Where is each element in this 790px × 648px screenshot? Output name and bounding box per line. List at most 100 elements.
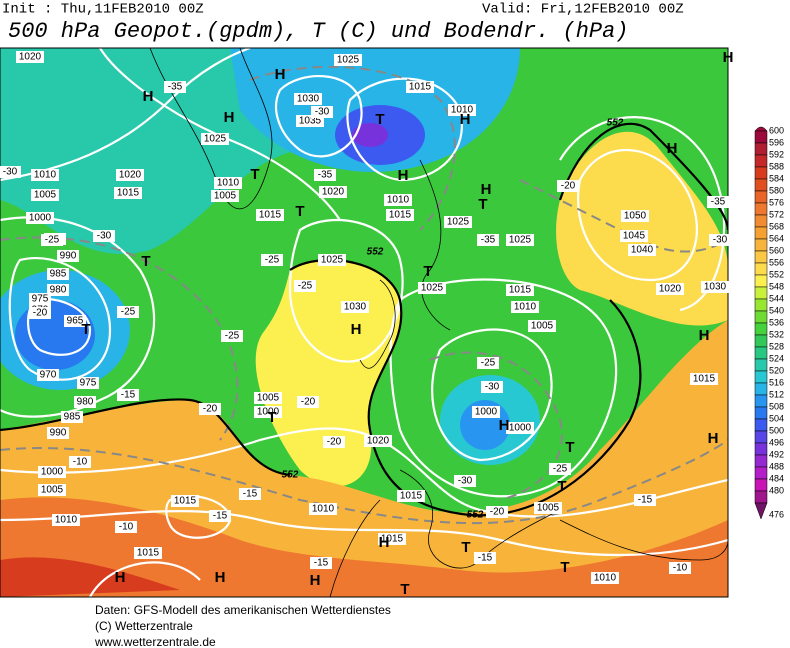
temperature-label: -10 bbox=[73, 457, 88, 468]
colorbar-label: 532 bbox=[769, 329, 784, 339]
temperature-label: -25 bbox=[481, 358, 496, 369]
temperature-label-box bbox=[454, 475, 476, 487]
colorbar-label: 580 bbox=[769, 185, 784, 195]
colorbar-cell bbox=[754, 142, 768, 156]
pressure-center: T bbox=[250, 166, 259, 183]
pressure-center: H bbox=[723, 49, 734, 66]
pressure-label-box bbox=[656, 283, 684, 295]
temperature-label: -20 bbox=[327, 437, 342, 448]
ridge-region bbox=[255, 260, 402, 487]
colorbar-cell bbox=[754, 238, 768, 252]
temperature-label: -35 bbox=[168, 82, 183, 93]
colorbar-cell bbox=[754, 250, 768, 264]
pressure-label-box bbox=[506, 422, 534, 434]
pressure-label: 1010 bbox=[312, 504, 335, 515]
colorbar-label: 556 bbox=[769, 257, 784, 267]
pressure-label: 1025 bbox=[421, 283, 444, 294]
pressure-label-box bbox=[52, 514, 80, 526]
colorbar-label: 480 bbox=[769, 485, 784, 495]
temperature-label-box bbox=[199, 403, 221, 415]
colorbar-cell bbox=[754, 490, 768, 504]
pressure-label-box bbox=[406, 81, 434, 93]
temperature-label: -30 bbox=[3, 167, 18, 178]
pressure-label: 1015 bbox=[174, 496, 197, 507]
pressure-label-box bbox=[384, 194, 412, 206]
colorbar-label: 548 bbox=[769, 281, 784, 291]
pressure-label-box bbox=[31, 189, 59, 201]
pressure-label-box bbox=[386, 209, 414, 221]
pressure-label-box bbox=[57, 250, 79, 262]
temperature-label-box bbox=[634, 494, 656, 506]
temperature-label-box bbox=[117, 306, 139, 318]
colorbar-cell bbox=[754, 286, 768, 300]
pressure-label-box bbox=[506, 284, 534, 296]
colorbar-label: 568 bbox=[769, 221, 784, 231]
pressure-center: T bbox=[557, 478, 566, 495]
colorbar-label: 572 bbox=[769, 209, 784, 219]
pressure-label-box bbox=[77, 377, 99, 389]
temperature-label: -30 bbox=[458, 476, 473, 487]
colorbar-cell bbox=[754, 382, 768, 396]
pressure-label: 975 bbox=[32, 294, 49, 305]
colorbar-cell bbox=[754, 226, 768, 240]
temperature-label: -25 bbox=[298, 281, 313, 292]
pressure-label: 1030 bbox=[704, 282, 727, 293]
pressure-label: 1005 bbox=[41, 485, 64, 496]
pressure-label: 1025 bbox=[447, 217, 470, 228]
pressure-label-box bbox=[211, 190, 239, 202]
temperature-label-box bbox=[709, 234, 731, 246]
temperature-label-box bbox=[474, 552, 496, 564]
temperature-label: -25 bbox=[265, 255, 280, 266]
pressure-label: 1020 bbox=[322, 187, 345, 198]
pressure-label-box bbox=[201, 133, 229, 145]
pressure-label: 1015 bbox=[693, 374, 716, 385]
pressure-center: H bbox=[398, 167, 409, 184]
pressure-center: H bbox=[499, 417, 510, 434]
pressure-label-box bbox=[621, 210, 649, 222]
pressure-label: 1010 bbox=[594, 573, 617, 584]
pressure-label: 1025 bbox=[337, 55, 360, 66]
pressure-center: H bbox=[351, 321, 362, 338]
pressure-label: 1035 bbox=[299, 116, 322, 127]
colorbar-label: 588 bbox=[769, 161, 784, 171]
coastlines bbox=[149, 48, 728, 597]
pressure-label: 1040 bbox=[631, 245, 654, 256]
temperature-label-box bbox=[297, 396, 319, 408]
temperature-label-box bbox=[261, 254, 283, 266]
colorbar-label: 552 bbox=[769, 269, 784, 279]
pressure-label: 1005 bbox=[531, 321, 554, 332]
pressure-label-box bbox=[134, 547, 162, 559]
pressure-label: 1015 bbox=[509, 285, 532, 296]
colorbar: 600 596 592 588 584 580 576 572 568 564 560 556 552 5… bbox=[754, 125, 784, 520]
pressure-label: 1005 bbox=[214, 191, 237, 202]
colorbar-label: 576 bbox=[769, 197, 784, 207]
pressure-label-box bbox=[64, 315, 86, 327]
pressure-label: 1010 bbox=[217, 178, 240, 189]
pressure-center: T bbox=[461, 539, 470, 556]
footer-url: www.wetterzentrale.de bbox=[94, 635, 216, 648]
pressure-center: T bbox=[141, 253, 150, 270]
pressure-label-box bbox=[591, 572, 619, 584]
temperature-label-box bbox=[209, 510, 231, 522]
pressure-label: 1005 bbox=[537, 503, 560, 514]
pressure-label-box bbox=[114, 187, 142, 199]
temperature-label-box bbox=[41, 234, 63, 246]
colorbar-cell bbox=[754, 370, 768, 384]
temperature-label: -30 bbox=[485, 382, 500, 393]
pressure-label: 1005 bbox=[257, 393, 280, 404]
temperature-label-box bbox=[164, 81, 186, 93]
pressure-label-box bbox=[318, 254, 346, 266]
pressure-label: 1050 bbox=[624, 211, 647, 222]
temperature-label-box bbox=[69, 456, 91, 468]
temperature-label: -30 bbox=[97, 231, 112, 242]
temperature-label: -30 bbox=[713, 235, 728, 246]
colorbar-label: 500 bbox=[769, 425, 784, 435]
temperature-label-box bbox=[93, 230, 115, 242]
colorbar-cell bbox=[754, 502, 768, 520]
temperature-label: -25 bbox=[121, 307, 136, 318]
colorbar-label: 584 bbox=[769, 173, 784, 183]
pressure-center: H bbox=[215, 569, 226, 586]
pressure-label: 970 bbox=[40, 370, 57, 381]
colorbar-cell bbox=[754, 358, 768, 372]
pressure-label-box bbox=[690, 373, 718, 385]
